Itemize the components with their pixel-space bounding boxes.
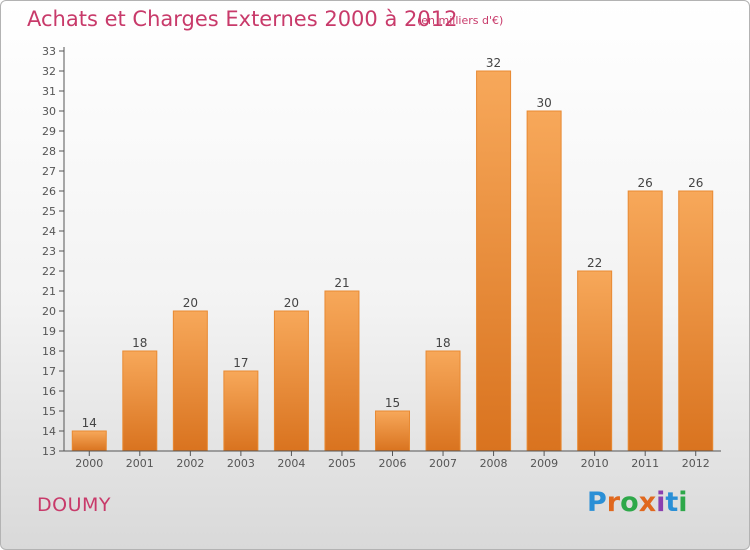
y-tick-label: 16 — [42, 385, 56, 398]
logo-letter: t — [665, 487, 679, 518]
bar — [526, 110, 562, 452]
chart-subtitle: (en milliers d'€) — [417, 14, 504, 27]
x-tick-label: 2004 — [277, 457, 305, 470]
bar — [476, 70, 512, 452]
y-tick-label: 13 — [42, 445, 56, 458]
y-tick-label: 25 — [42, 205, 56, 218]
data-label: 20 — [284, 296, 299, 310]
bar — [627, 190, 663, 452]
bar — [122, 350, 158, 452]
chart-title: Achats et Charges Externes 2000 à 2012 — [27, 7, 458, 31]
data-label: 18 — [132, 336, 147, 350]
y-tick-label: 30 — [42, 105, 56, 118]
x-tick-label: 2012 — [682, 457, 710, 470]
y-tick-label: 22 — [42, 265, 56, 278]
y-tick-label: 17 — [42, 365, 56, 378]
y-tick-label: 26 — [42, 185, 56, 198]
data-label: 18 — [435, 336, 450, 350]
bar — [172, 310, 208, 452]
data-label: 26 — [688, 176, 703, 190]
y-tick-label: 21 — [42, 285, 56, 298]
y-tick-label: 20 — [42, 305, 56, 318]
y-tick-label: 23 — [42, 245, 56, 258]
bar — [324, 290, 360, 452]
x-tick-label: 2005 — [328, 457, 356, 470]
bar — [223, 370, 259, 452]
logo-letter: i — [656, 487, 666, 518]
x-tick-label: 2009 — [530, 457, 558, 470]
y-tick-label: 28 — [42, 145, 56, 158]
y-tick-label: 24 — [42, 225, 56, 238]
data-label: 21 — [334, 276, 349, 290]
data-label: 20 — [183, 296, 198, 310]
y-tick-label: 32 — [42, 65, 56, 78]
y-tick-label: 14 — [42, 425, 56, 438]
bar — [577, 270, 613, 452]
y-tick-label: 33 — [42, 45, 56, 58]
logo-letter: o — [620, 487, 639, 518]
bar — [71, 430, 107, 452]
logo-letter: i — [678, 487, 688, 518]
y-tick-label: 29 — [42, 125, 56, 138]
data-label: 17 — [233, 356, 248, 370]
x-tick-label: 2002 — [176, 457, 204, 470]
y-tick-label: 15 — [42, 405, 56, 418]
x-tick-label: 2007 — [429, 457, 457, 470]
data-label: 14 — [82, 416, 97, 430]
logo-letter: P — [587, 487, 607, 518]
x-tick-label: 2003 — [227, 457, 255, 470]
y-tick-label: 27 — [42, 165, 56, 178]
data-label: 22 — [587, 256, 602, 270]
data-label: 26 — [638, 176, 653, 190]
x-tick-label: 2010 — [581, 457, 609, 470]
bar — [425, 350, 461, 452]
data-label: 15 — [385, 396, 400, 410]
x-tick-label: 2008 — [480, 457, 508, 470]
logo-letter: x — [638, 487, 657, 518]
bar — [375, 410, 410, 452]
bar — [678, 190, 714, 452]
y-tick-label: 19 — [42, 325, 56, 338]
bar — [273, 310, 309, 452]
y-tick-label: 31 — [42, 85, 56, 98]
logo-letter: r — [606, 487, 621, 518]
y-tick-label: 18 — [42, 345, 56, 358]
x-tick-label: 2000 — [75, 457, 103, 470]
location-name: DOUMY — [37, 494, 111, 516]
x-tick-label: 2006 — [379, 457, 407, 470]
data-label: 32 — [486, 56, 501, 70]
x-tick-label: 2001 — [126, 457, 154, 470]
proxiti-logo: Proxiti — [587, 487, 688, 518]
data-label: 30 — [536, 96, 551, 110]
x-tick-label: 2011 — [631, 457, 659, 470]
